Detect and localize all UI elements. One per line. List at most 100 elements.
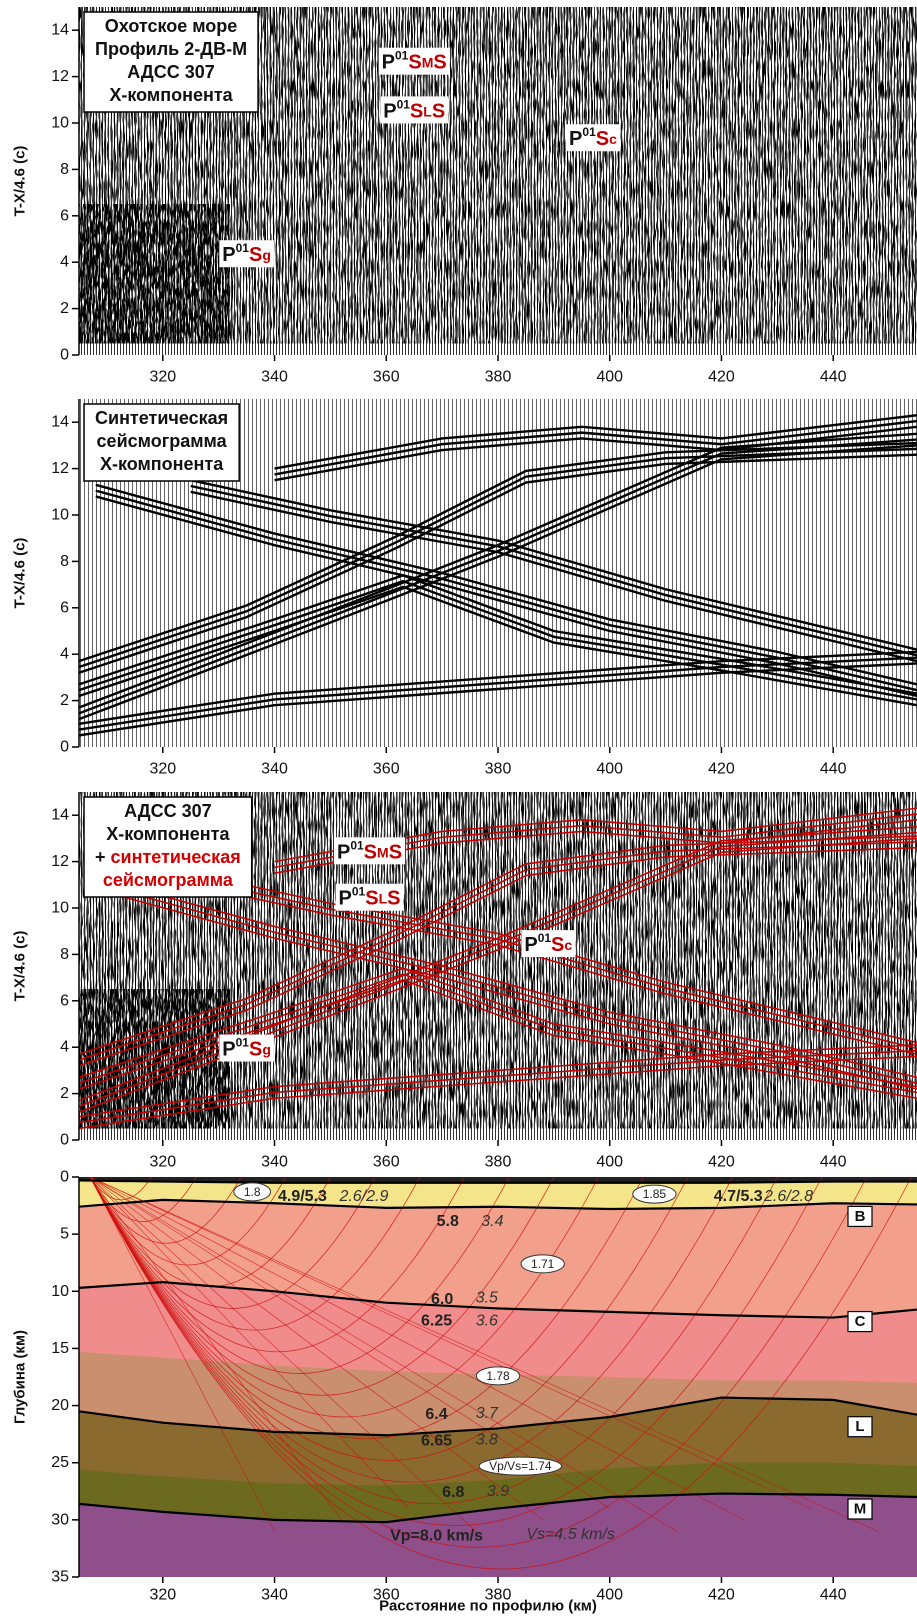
legend-text: Охотское море [105, 16, 238, 36]
synthetic-curve [190, 878, 917, 1050]
synthetic-curve [79, 1055, 917, 1130]
ray-path [89, 1177, 610, 1509]
y-tick-label: 10 [51, 507, 69, 524]
phase-label: P01Sc [521, 930, 576, 958]
interface-line [79, 1198, 917, 1211]
model-label: Vp=8.0 km/s [390, 1527, 483, 1544]
phase-label: P01Sc [566, 124, 621, 152]
legend-text: синтетическая [111, 847, 241, 867]
ray-path [89, 1177, 465, 1353]
legend-text: АДСС 307 [127, 62, 215, 82]
phase-label-text: P01SLS [339, 885, 401, 910]
phase-sup: 01 [582, 125, 596, 139]
x-tick-label: 400 [596, 761, 623, 778]
ray-path [89, 1177, 242, 1244]
noise-dark [79, 204, 230, 344]
ray-path [89, 1177, 543, 1521]
y-tick-label: 35 [51, 1569, 69, 1586]
x-tick-label: 360 [373, 369, 400, 386]
phase-main: P [222, 1039, 235, 1061]
y-tick-label: 2 [60, 300, 69, 317]
y-tick-label: 15 [51, 1340, 69, 1357]
phase-main: P [569, 128, 582, 150]
interface-label-box [847, 1205, 873, 1228]
y-tick-label: 14 [51, 414, 69, 431]
phase-main: P [337, 841, 350, 863]
phase-label-text: P01Sg [222, 1036, 271, 1061]
synthetic-curve [79, 846, 917, 1067]
x-tick-label: 380 [485, 761, 512, 778]
legend-line: АДСС 307 [127, 62, 215, 82]
interface-label: M [854, 1501, 867, 1518]
phase-wave: S [364, 841, 377, 863]
phase-sup: 01 [395, 49, 409, 63]
y-tick-label: 10 [51, 115, 69, 132]
model-label: 3.4 [481, 1213, 503, 1230]
phase-label-box [380, 96, 449, 124]
x-tick-label: 380 [485, 369, 512, 386]
ray-path [89, 1177, 912, 1570]
x-tick-label: 340 [261, 761, 288, 778]
y-tick-label: 12 [51, 68, 69, 85]
label-oval [475, 1366, 521, 1386]
synthetic-curve [79, 837, 917, 1113]
synthetic-curve [79, 662, 917, 737]
label-oval [478, 1456, 563, 1476]
phase-wave: S [249, 1039, 262, 1061]
x-tick-label: 320 [149, 1587, 176, 1604]
ray-path [89, 1177, 689, 1461]
interface-label-box [847, 1416, 873, 1438]
model-label: 3.6 [476, 1313, 498, 1330]
ray-path [89, 1177, 421, 1331]
y-tick-label: 14 [51, 807, 69, 824]
y-tick-label: 12 [51, 853, 69, 870]
phase-end: S [389, 841, 402, 863]
synthetic-curve [190, 872, 917, 1044]
phase-wave: S [551, 934, 564, 956]
y-tick-label: 5 [60, 1226, 69, 1243]
x-tick-label: 320 [149, 761, 176, 778]
legend-box [83, 11, 259, 113]
ray-path [90, 1177, 879, 1532]
x-tick-label: 440 [820, 369, 847, 386]
phase-label-box [333, 837, 406, 865]
synthetic-curve [274, 425, 917, 482]
synthetic-curve [190, 479, 917, 651]
interface-label-box [847, 1498, 873, 1520]
ray-path [89, 1177, 275, 1532]
phase-sub: L [379, 891, 388, 907]
y-tick-label: 4 [60, 1039, 69, 1056]
ray-path [89, 1177, 342, 1521]
synthetic-curve [79, 656, 917, 731]
legend-line: X-компонента [106, 824, 230, 844]
legend-box [83, 796, 253, 898]
legend-line: X-компонента [100, 454, 224, 474]
x-tick-label: 420 [708, 761, 735, 778]
ray-path [89, 1177, 644, 1440]
synthetic-curve [190, 484, 917, 657]
ray-path [90, 1177, 811, 1509]
interface-label: C [855, 1313, 866, 1330]
phase-sup: 01 [538, 931, 552, 945]
y-tick-label: 4 [60, 646, 69, 663]
legend-text: X-компонента [100, 454, 224, 474]
y-tick-label: 0 [60, 1169, 69, 1186]
synthetic-curve [79, 1044, 917, 1118]
legend-line: Охотское море [105, 16, 238, 36]
x-tick-label: 360 [373, 1154, 400, 1171]
model-label: 4.7/5.3 [714, 1188, 763, 1205]
legend-box [83, 403, 240, 482]
interface-label-box [847, 1310, 873, 1333]
y-tick-label: 25 [51, 1454, 69, 1471]
x-tick-label: 420 [708, 369, 735, 386]
phase-end: S [387, 888, 400, 910]
y-tick-label: 0 [60, 739, 69, 756]
ray-path [89, 1177, 823, 1526]
synthetic-curve [79, 441, 917, 663]
velocity-model [79, 1177, 917, 1577]
legend-line: АДСС 307 [124, 801, 212, 821]
x-tick-label: 440 [820, 1154, 847, 1171]
x-tick-label: 340 [261, 1154, 288, 1171]
synthetic-curve [79, 447, 917, 669]
y-tick-label: 8 [60, 946, 69, 963]
